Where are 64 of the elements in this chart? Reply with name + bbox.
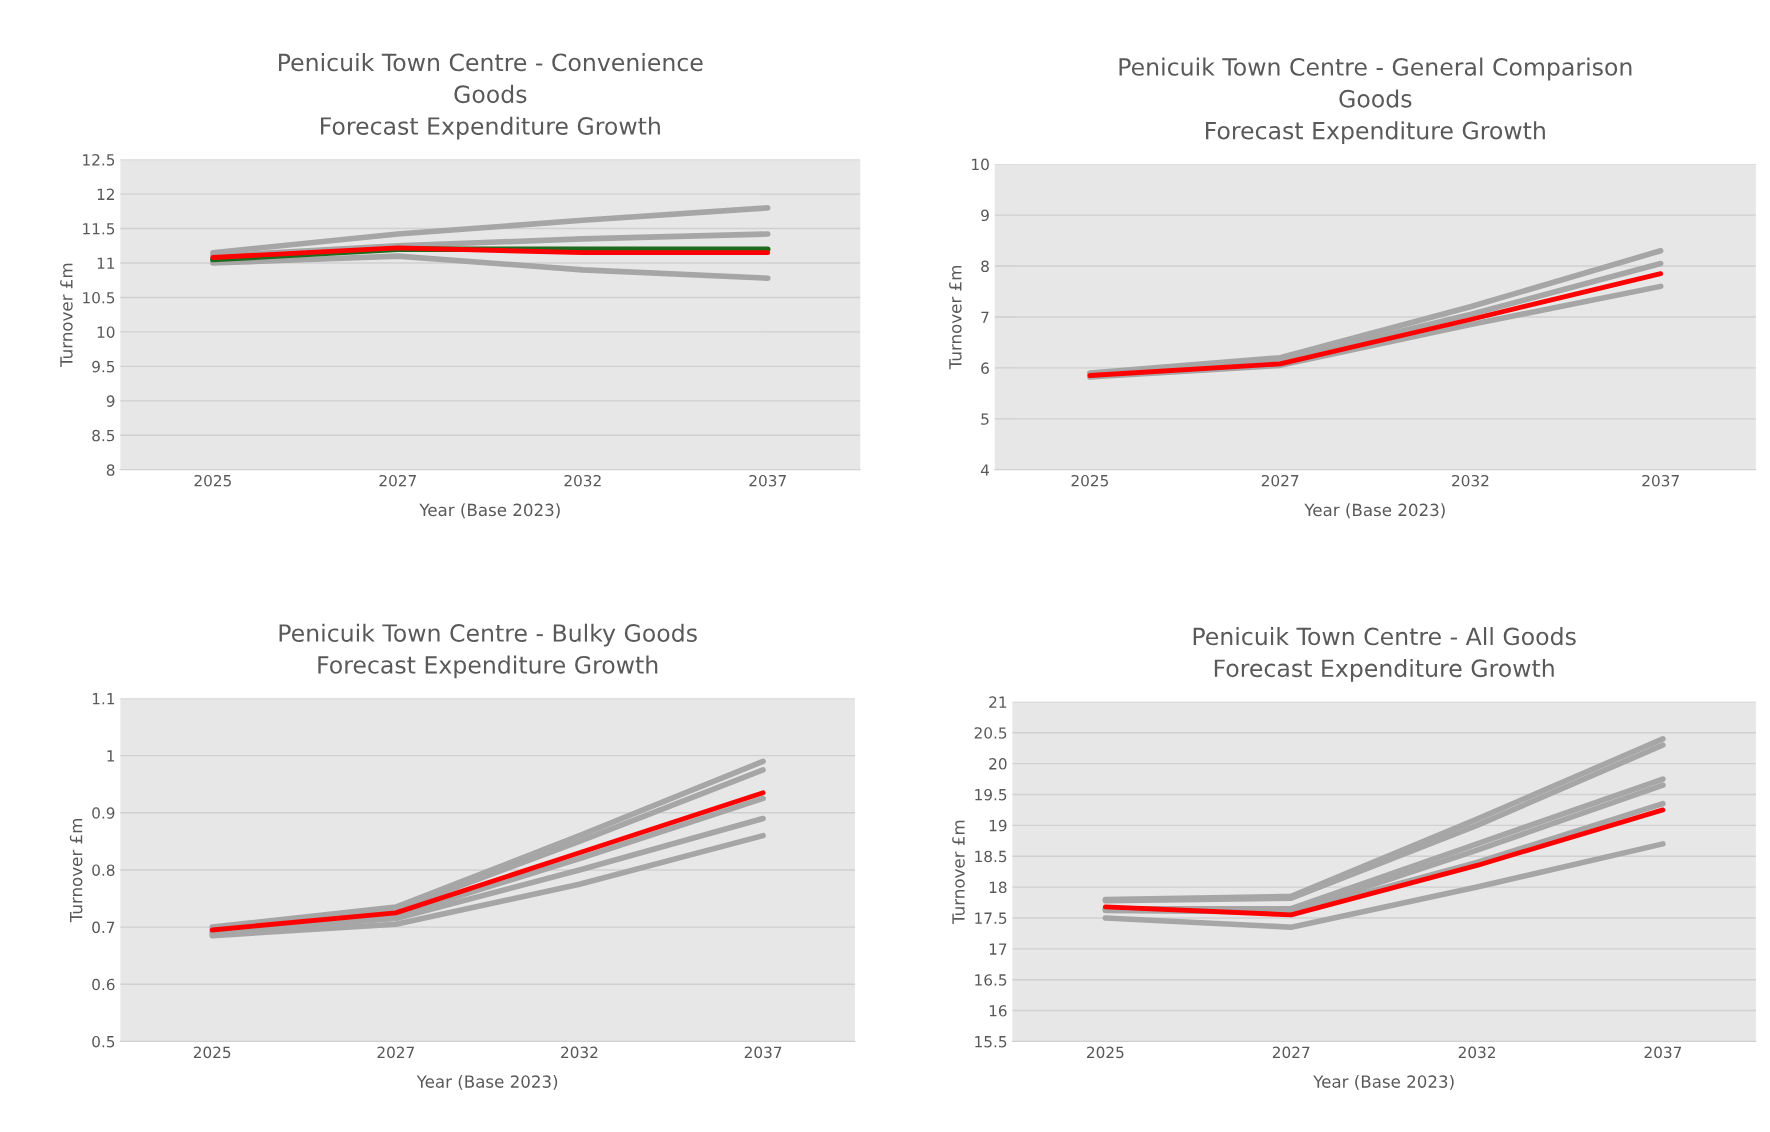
chart-title: Penicuik Town Centre - Bulky Goods Forecast Expenditure Growth — [279, 623, 697, 679]
x-axis-title: Year (Base 2023) — [1313, 1074, 1454, 1090]
y-tick-label: 0.9 — [92, 807, 115, 819]
y-tick-label: 12 — [97, 188, 114, 200]
y-tick-label: 0.5 — [92, 1035, 115, 1048]
y-tick-label: 7 — [981, 311, 989, 323]
y-tick-label: 11 — [97, 257, 115, 269]
y-tick-label: 17.5 — [975, 912, 1007, 924]
x-tick-label: 2037 — [1642, 474, 1679, 487]
y-tick-label: 21 — [989, 696, 1007, 708]
x-tick-label: 2037 — [1644, 1046, 1682, 1059]
x-tick-label: 2027 — [1272, 1046, 1310, 1059]
y-tick-label: 11.5 — [83, 223, 115, 235]
x-tick-label: 2027 — [377, 1046, 414, 1059]
x-tick-label: 2032 — [564, 474, 601, 487]
y-tick-label: 20.5 — [974, 727, 1007, 739]
y-tick-label: 1.1 — [92, 693, 115, 705]
y-tick-label: 5 — [981, 413, 989, 425]
y-tick-label: 8 — [106, 464, 115, 476]
y-tick-label: 17 — [989, 943, 1007, 955]
y-tick-label: 9 — [981, 209, 989, 222]
x-tick-label: 2025 — [193, 1046, 231, 1059]
y-tick-label: 16 — [989, 1005, 1007, 1017]
y-tick-label: 0.7 — [92, 921, 115, 934]
y-tick-label: 1 — [107, 750, 115, 762]
y-tick-label: 4 — [980, 464, 990, 476]
x-tick-label: 2037 — [744, 1046, 782, 1059]
y-tick-label: 8 — [981, 260, 989, 273]
y-axis-title: Turnover £m — [952, 820, 965, 925]
x-tick-label: 2025 — [1071, 474, 1108, 487]
y-tick-label: 10 — [97, 326, 115, 338]
y-tick-label: 8.5 — [92, 429, 115, 442]
x-axis-title: Year (Base 2023) — [419, 503, 560, 519]
y-axis-title: Turnover £m — [60, 263, 73, 368]
y-tick-label: 0.8 — [92, 864, 115, 876]
chart-title: Penicuik Town Centre - Convenience Goods Forecast Expenditure Growth — [279, 53, 703, 140]
y-tick-label: 9.5 — [92, 360, 115, 373]
y-tick-label: 6 — [981, 362, 989, 374]
x-axis-title: Year (Base 2023) — [1304, 503, 1445, 519]
x-tick-label: 2037 — [749, 474, 786, 487]
y-tick-label: 20 — [989, 758, 1007, 770]
y-tick-label: 12.5 — [83, 154, 115, 166]
y-tick-label: 19.5 — [975, 788, 1007, 801]
y-tick-label: 0.6 — [92, 978, 115, 991]
x-tick-label: 2025 — [1087, 1046, 1124, 1059]
y-axis-title: Turnover £m — [69, 819, 83, 923]
chart-title: Penicuik Town Centre - All Goods Forecast Expenditure Growth — [1193, 627, 1576, 682]
x-tick-label: 2027 — [1261, 474, 1299, 487]
y-tick-label: 10.5 — [83, 291, 115, 304]
x-tick-label: 2025 — [194, 474, 231, 487]
x-axis-title: Year (Base 2023) — [416, 1074, 558, 1090]
y-axis-title: Turnover £m — [949, 266, 962, 370]
x-tick-label: 2032 — [1458, 1046, 1495, 1059]
x-tick-label: 2032 — [561, 1046, 598, 1059]
y-tick-label: 9 — [106, 395, 115, 407]
y-tick-label: 19 — [989, 819, 1007, 832]
x-tick-label: 2032 — [1452, 474, 1489, 487]
y-tick-label: 16.5 — [975, 974, 1007, 986]
x-tick-label: 2027 — [379, 474, 416, 487]
y-tick-label: 10 — [972, 158, 989, 171]
y-tick-label: 18.5 — [975, 850, 1007, 863]
y-tick-label: 18 — [989, 881, 1007, 894]
chart-title: Penicuik Town Centre - General Comparison Goods Forecast Expenditure Growth — [1119, 57, 1632, 145]
y-tick-label: 15.5 — [975, 1036, 1007, 1048]
